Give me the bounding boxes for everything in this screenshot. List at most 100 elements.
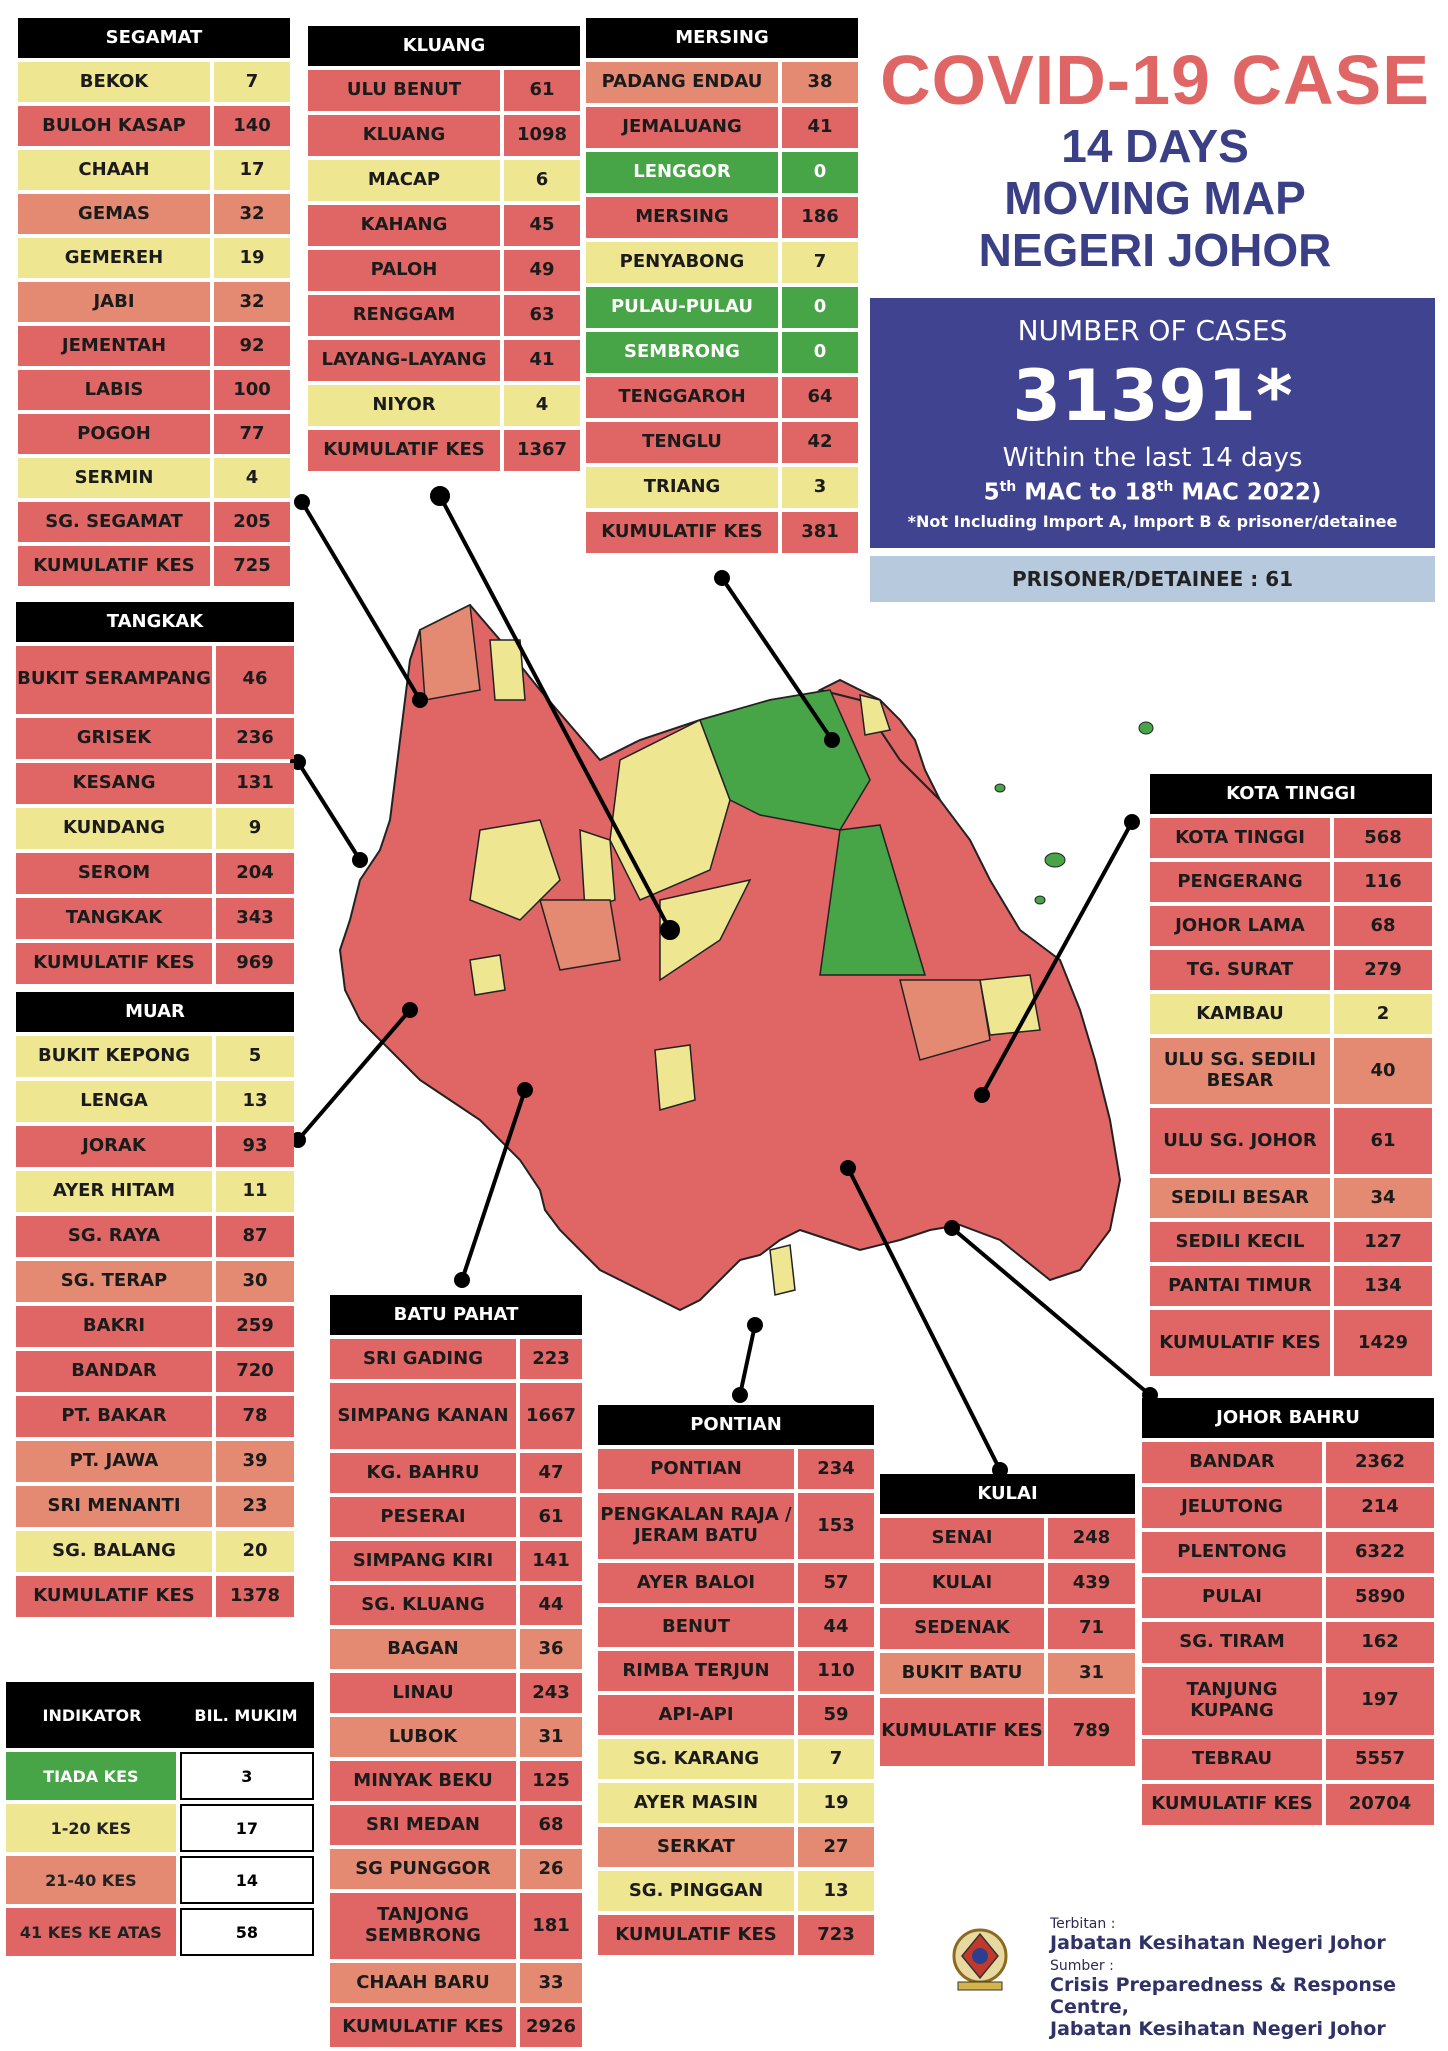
mukim-value: 45 bbox=[504, 205, 580, 246]
mukim-row: GEMEREH 19 bbox=[18, 238, 290, 278]
mukim-name: SG. TIRAM bbox=[1142, 1622, 1322, 1663]
island-pulau-aur bbox=[1138, 721, 1154, 735]
mukim-row: TENGGAROH 64 bbox=[586, 377, 858, 418]
mukim-row: BAKRI 259 bbox=[16, 1306, 294, 1347]
mukim-row: TRIANG 3 bbox=[586, 467, 858, 508]
mukim-name: KUMULATIF KES bbox=[16, 1576, 212, 1617]
mukim-name: LABIS bbox=[18, 370, 210, 410]
mukim-value: 44 bbox=[798, 1607, 874, 1647]
mukim-name: KLUANG bbox=[308, 115, 500, 156]
mukim-row: NIYOR 4 bbox=[308, 385, 580, 426]
district-title: BATU PAHAT bbox=[330, 1295, 582, 1335]
region-ulu-sg-sedili bbox=[899, 979, 991, 1061]
mukim-name: AYER BALOI bbox=[598, 1563, 794, 1603]
mukim-row: LUBOK 31 bbox=[330, 1717, 582, 1757]
mukim-value: 723 bbox=[798, 1915, 874, 1955]
mukim-value: 343 bbox=[216, 897, 294, 939]
panel-kota-tinggi: KOTA TINGGI KOTA TINGGI 568 PENGERANG 116 JOH… bbox=[1150, 774, 1432, 1380]
mukim-row: TG. SURAT 279 bbox=[1150, 950, 1432, 990]
mukim-value: 1429 bbox=[1334, 1310, 1432, 1376]
mukim-value: 87 bbox=[216, 1216, 294, 1257]
mukim-name: BUKIT BATU bbox=[880, 1653, 1044, 1694]
mukim-name: LENGGOR bbox=[586, 152, 778, 193]
mukim-row: JEMALUANG 41 bbox=[586, 107, 858, 148]
mukim-value: 32 bbox=[214, 194, 290, 234]
island-pulau-babi bbox=[994, 783, 1006, 793]
mukim-name: KUMULATIF KES bbox=[18, 546, 210, 586]
mukim-value: 17 bbox=[214, 150, 290, 190]
mukim-name: SEMBRONG bbox=[586, 332, 778, 373]
mukim-name: GRISEK bbox=[16, 717, 212, 759]
mukim-value: 47 bbox=[520, 1453, 582, 1493]
subtitle-negeri-johor: NEGERI JOHOR bbox=[978, 224, 1332, 276]
mukim-name: SERMIN bbox=[18, 458, 210, 498]
mukim-value: 30 bbox=[216, 1261, 294, 1302]
indicator-row: 41 KES KE ATAS 58 bbox=[6, 1908, 314, 1956]
mukim-value: 127 bbox=[1334, 1222, 1432, 1262]
mukim-name: BAKRI bbox=[16, 1306, 212, 1347]
region-lenggor bbox=[819, 824, 927, 976]
mukim-name: SEROM bbox=[16, 852, 212, 894]
mukim-row: KUMULATIF KES 20704 bbox=[1142, 1783, 1434, 1825]
mukim-value: 49 bbox=[504, 250, 580, 291]
mukim-value: 131 bbox=[216, 762, 294, 804]
island-pulau-sibu bbox=[1034, 895, 1046, 905]
main-title: COVID-19 CASE bbox=[880, 41, 1430, 119]
mukim-value: 71 bbox=[1048, 1608, 1135, 1649]
mukim-value: 100 bbox=[214, 370, 290, 410]
mukim-value: 204 bbox=[216, 852, 294, 894]
mukim-name: SRI MEDAN bbox=[330, 1805, 516, 1845]
mukim-row: SG. BALANG 20 bbox=[16, 1531, 294, 1572]
mukim-row: LENGGOR 0 bbox=[586, 152, 858, 193]
mukim-value: 223 bbox=[520, 1339, 582, 1379]
region-sembrong bbox=[699, 689, 871, 831]
region-chaah-baru bbox=[539, 899, 621, 971]
mukim-row: CHAAH BARU 33 bbox=[330, 1963, 582, 2003]
indicator-label: 41 KES KE ATAS bbox=[6, 1908, 176, 1956]
mukim-row: BUKIT SERAMPANG 46 bbox=[16, 646, 294, 714]
panel-batu-pahat: BATU PAHAT SRI GADING 223 SIMPANG KANAN 1667… bbox=[330, 1295, 582, 2051]
indicator-count: 14 bbox=[179, 1856, 314, 1904]
region-chaah bbox=[579, 828, 616, 912]
mukim-value: 1098 bbox=[504, 115, 580, 156]
mukim-value: 5557 bbox=[1326, 1738, 1434, 1780]
mukim-value: 197 bbox=[1326, 1667, 1434, 1735]
mukim-row: SG. TIRAM 162 bbox=[1142, 1622, 1434, 1663]
mukim-name: SG. KLUANG bbox=[330, 1585, 516, 1625]
cases-date-range: 5th MAC to 18th MAC 2022) bbox=[983, 479, 1322, 506]
mukim-name: MERSING bbox=[586, 197, 778, 238]
mukim-row: LINAU 243 bbox=[330, 1673, 582, 1713]
mukim-value: 23 bbox=[216, 1486, 294, 1527]
mukim-value: 720 bbox=[216, 1351, 294, 1392]
mukim-row: SRI GADING 223 bbox=[330, 1339, 582, 1379]
mukim-name: JEMENTAH bbox=[18, 326, 210, 366]
mukim-name: API-API bbox=[598, 1695, 794, 1735]
mukim-row: MERSING 186 bbox=[586, 197, 858, 238]
mukim-name: PESERAI bbox=[330, 1497, 516, 1537]
region-niyor bbox=[659, 878, 752, 982]
mukim-name: SG. SEGAMAT bbox=[18, 502, 210, 542]
mukim-value: 439 bbox=[1048, 1563, 1135, 1604]
mukim-value: 6322 bbox=[1326, 1532, 1434, 1573]
mukim-name: PULAU-PULAU bbox=[586, 287, 778, 328]
mukim-value: 33 bbox=[520, 1963, 582, 2003]
mukim-value: 77 bbox=[214, 414, 290, 454]
district-title: MERSING bbox=[586, 18, 858, 58]
mukim-value: 11 bbox=[216, 1171, 294, 1212]
mukim-value: 4 bbox=[214, 458, 290, 498]
source-line2: Jabatan Kesihatan Negeri Johor bbox=[1050, 2018, 1386, 2040]
mukim-row: POGOH 77 bbox=[18, 414, 290, 454]
mukim-value: 969 bbox=[216, 942, 294, 984]
mukim-row: AYER HITAM 11 bbox=[16, 1171, 294, 1212]
mukim-row: PT. BAKAR 78 bbox=[16, 1396, 294, 1437]
mukim-name: JELUTONG bbox=[1142, 1487, 1322, 1528]
mukim-name: AYER MASIN bbox=[598, 1783, 794, 1823]
published-label: Terbitan : bbox=[1050, 1916, 1116, 1932]
mukim-row: PENGERANG 116 bbox=[1150, 862, 1432, 902]
mukim-row: PADANG ENDAU 38 bbox=[586, 62, 858, 103]
mukim-row: KOTA TINGGI 568 bbox=[1150, 818, 1432, 858]
mukim-row: KESANG 131 bbox=[16, 762, 294, 804]
mukim-row: PLENTONG 6322 bbox=[1142, 1532, 1434, 1573]
mukim-name: ULU SG. JOHOR bbox=[1150, 1108, 1330, 1174]
mukim-row: KAHANG 45 bbox=[308, 205, 580, 246]
